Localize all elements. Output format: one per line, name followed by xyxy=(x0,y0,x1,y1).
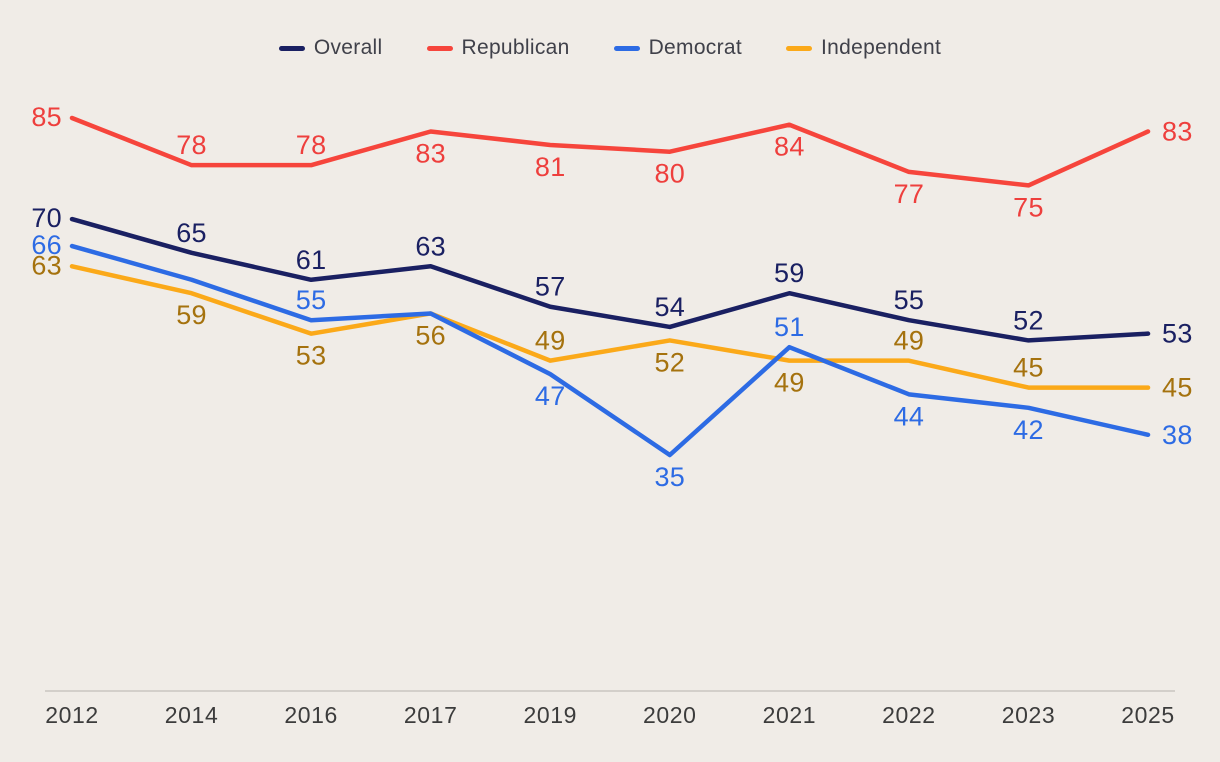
x-axis-label: 2016 xyxy=(284,702,338,728)
series-line-republican xyxy=(69,115,1151,188)
legend-item-democrat: Democrat xyxy=(613,36,743,60)
data-point-label-overall: 54 xyxy=(654,292,685,322)
legend-item-overall: Overall xyxy=(278,36,383,60)
data-point-label-overall: 65 xyxy=(176,218,207,248)
data-point-label-overall: 59 xyxy=(774,258,805,288)
data-point-label-democrat: 66 xyxy=(31,230,62,260)
legend-item-independent: Independent xyxy=(786,36,941,60)
series-line-independent xyxy=(69,264,1151,390)
data-point-label-republican: 77 xyxy=(894,179,925,209)
data-point-label-independent: 56 xyxy=(415,320,446,350)
data-point-label-democrat: 44 xyxy=(894,401,925,431)
data-point-label-republican: 75 xyxy=(1013,192,1044,222)
data-point-label-independent: 52 xyxy=(654,347,685,377)
data-point-label-overall: 57 xyxy=(535,272,566,302)
series-line-overall xyxy=(69,216,1151,343)
data-point-label-overall: 70 xyxy=(31,203,62,233)
data-point-label-overall: 53 xyxy=(1162,319,1193,349)
data-point-label-democrat: 35 xyxy=(654,462,685,492)
x-axis-label: 2014 xyxy=(165,702,219,728)
data-point-label-republican: 83 xyxy=(1162,116,1193,146)
data-point-label-overall: 63 xyxy=(415,231,446,261)
data-point-label-democrat: 42 xyxy=(1013,415,1044,445)
data-point-label-republican: 78 xyxy=(176,130,207,160)
data-point-label-independent: 59 xyxy=(176,300,207,330)
x-axis-label: 2012 xyxy=(45,702,99,728)
x-axis-label: 2020 xyxy=(643,702,697,728)
republican-line-swatch-icon xyxy=(426,45,453,51)
data-point-label-democrat: 38 xyxy=(1162,420,1193,450)
overall-line-swatch-icon xyxy=(278,45,305,51)
legend: Overall Republican Democrat Independent xyxy=(0,36,1220,60)
data-point-label-independent: 45 xyxy=(1162,373,1193,403)
data-point-label-overall: 55 xyxy=(894,285,925,315)
data-point-label-independent: 49 xyxy=(894,326,925,356)
data-point-label-independent: 63 xyxy=(31,250,62,280)
x-axis-label: 2022 xyxy=(882,702,936,728)
legend-label-democrat: Democrat xyxy=(648,36,743,59)
legend-label-overall: Overall xyxy=(313,36,383,59)
data-point-label-republican: 83 xyxy=(415,138,446,168)
data-point-label-overall: 61 xyxy=(296,245,327,275)
data-point-label-democrat: 47 xyxy=(535,381,566,411)
data-point-label-republican: 85 xyxy=(31,102,62,132)
x-axis-label: 2017 xyxy=(404,702,458,728)
data-point-label-democrat: 51 xyxy=(774,312,805,342)
x-axis-label: 2021 xyxy=(763,702,817,728)
legend-label-republican: Republican xyxy=(461,36,570,59)
data-point-label-independent: 53 xyxy=(296,341,327,371)
x-axis-label: 2025 xyxy=(1121,702,1175,728)
x-axis-label: 2019 xyxy=(523,702,577,728)
data-point-label-republican: 78 xyxy=(296,130,327,160)
independent-line-swatch-icon xyxy=(786,45,813,51)
data-point-label-republican: 80 xyxy=(654,159,685,189)
data-point-label-overall: 52 xyxy=(1013,305,1044,335)
data-point-label-independent: 49 xyxy=(535,326,566,356)
series-line-democrat xyxy=(69,243,1151,458)
data-point-label-democrat: 55 xyxy=(296,285,327,315)
data-point-label-republican: 81 xyxy=(535,152,566,182)
data-point-label-independent: 45 xyxy=(1013,353,1044,383)
data-point-label-independent: 49 xyxy=(774,368,805,398)
data-point-label-republican: 84 xyxy=(774,132,805,162)
democrat-line-swatch-icon xyxy=(613,45,640,51)
x-axis-label: 2023 xyxy=(1002,702,1056,728)
legend-item-republican: Republican xyxy=(426,36,570,60)
legend-label-independent: Independent xyxy=(821,36,942,59)
